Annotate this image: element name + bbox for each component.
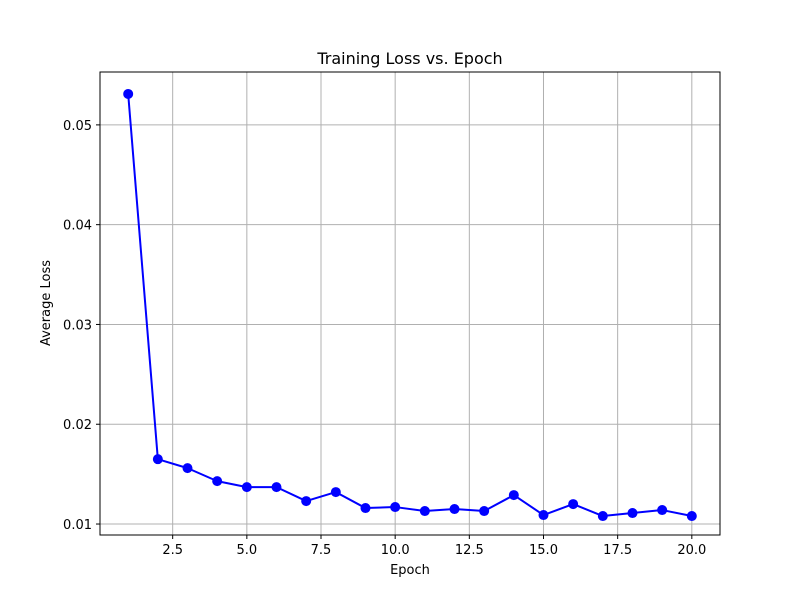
tick-layer: 2.5 5.0 7.5 10.0 12.5 15.0 17.5 20.0 0.01 0.02 0.0…: [63, 119, 706, 558]
data-point: [390, 502, 401, 513]
y-tick-label: 0.04: [63, 219, 92, 234]
data-point: [271, 482, 282, 493]
x-tick-label: 20.0: [677, 543, 706, 558]
x-tick-label: 10.0: [381, 543, 410, 558]
data-point: [657, 505, 668, 516]
data-point: [568, 499, 579, 510]
data-point: [152, 454, 163, 465]
y-tick-label: 0.02: [63, 418, 92, 433]
data-point: [597, 511, 608, 522]
y-tick-label: 0.03: [63, 318, 92, 333]
x-axis-label: Epoch: [390, 563, 430, 578]
data-point: [212, 476, 223, 487]
x-tick-label: 17.5: [603, 543, 632, 558]
series-layer: [123, 88, 697, 522]
chart-title: Training Loss vs. Epoch: [316, 49, 502, 68]
x-tick-label: 15.0: [529, 543, 558, 558]
x-tick-label: 7.5: [311, 543, 332, 558]
data-point: [360, 503, 371, 514]
series-line: [127, 93, 693, 518]
data-point: [538, 510, 549, 521]
y-tick-label: 0.01: [63, 518, 92, 533]
plot-frame: [99, 71, 721, 536]
x-tick-label: 12.5: [455, 543, 484, 558]
grid: [100, 72, 720, 535]
data-point: [330, 487, 341, 498]
x-tick-label: 5.0: [236, 543, 257, 558]
data-point: [508, 490, 519, 501]
data-point: [419, 506, 430, 517]
data-point: [182, 463, 193, 474]
data-point: [241, 482, 252, 493]
data-point: [449, 504, 460, 515]
data-point: [479, 506, 490, 517]
data-point: [301, 496, 312, 507]
y-tick-label: 0.05: [63, 119, 92, 134]
data-point: [123, 88, 134, 99]
data-point: [686, 511, 697, 522]
y-axis-label: Average Loss: [39, 260, 54, 346]
data-point: [627, 508, 638, 519]
x-tick-label: 2.5: [162, 543, 183, 558]
